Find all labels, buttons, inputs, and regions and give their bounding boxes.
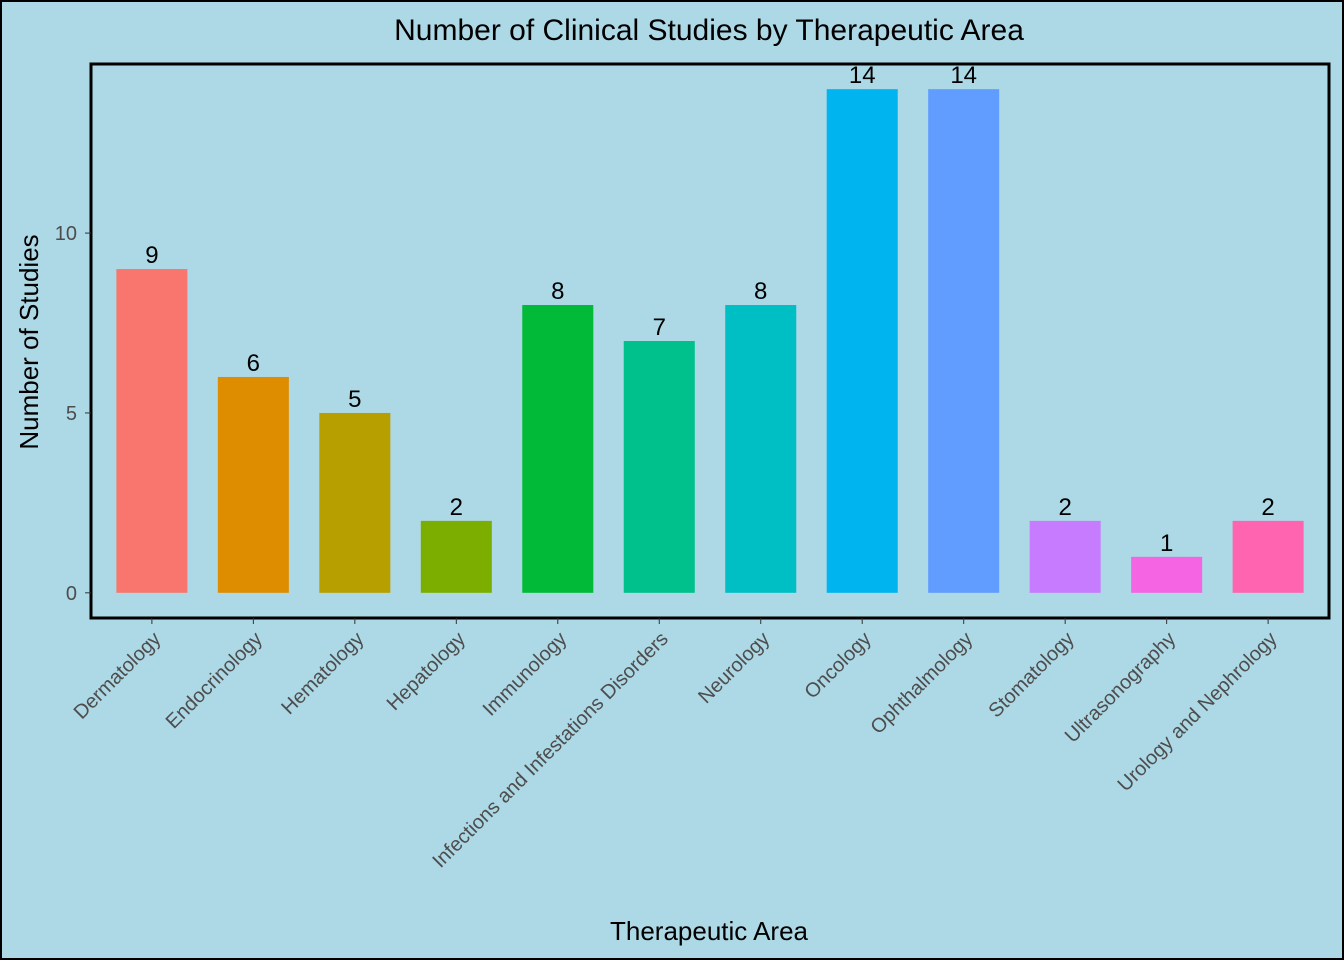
bar bbox=[623, 341, 695, 593]
bars bbox=[116, 89, 1304, 593]
x-tick-label: Hematology bbox=[277, 628, 368, 719]
y-tick-label: 10 bbox=[55, 223, 77, 245]
x-tick-label: Ophthalmology bbox=[867, 628, 978, 739]
y-tick-label: 5 bbox=[66, 403, 77, 425]
x-tick-label: Stomatology bbox=[985, 628, 1079, 722]
bar bbox=[1131, 556, 1203, 593]
bar bbox=[116, 269, 188, 593]
y-axis-title: Number of Studies bbox=[14, 234, 44, 449]
data-label: 5 bbox=[348, 386, 361, 413]
x-tick-label: Immunology bbox=[479, 628, 572, 721]
bar bbox=[725, 305, 797, 593]
data-label: 2 bbox=[1261, 494, 1274, 521]
x-tick-label: Endocrinology bbox=[162, 628, 267, 733]
plot-frame bbox=[89, 62, 1331, 620]
x-tick-label: Hepatology bbox=[383, 628, 470, 715]
data-label: 2 bbox=[450, 494, 463, 521]
x-tick-label: Infections and Infestations Disorders bbox=[428, 628, 672, 872]
data-label: 8 bbox=[551, 278, 564, 305]
bar bbox=[319, 412, 391, 593]
data-label: 9 bbox=[145, 242, 158, 269]
data-label: 2 bbox=[1058, 494, 1071, 521]
x-tick-label: Ultrasonography bbox=[1061, 628, 1180, 747]
x-tick-label: Dermatology bbox=[70, 628, 166, 724]
y-tick-label: 0 bbox=[66, 583, 77, 605]
data-label: 6 bbox=[247, 350, 260, 377]
data-label: 14 bbox=[950, 62, 977, 89]
x-tick-label: Oncology bbox=[800, 628, 875, 703]
bar bbox=[217, 376, 289, 593]
bar bbox=[522, 305, 594, 593]
bar bbox=[1232, 520, 1304, 593]
x-tick-label: Neurology bbox=[694, 628, 774, 708]
bar bbox=[420, 520, 492, 593]
data-labels: 9 6 5 2 8 7 8 14 14 2 1 2 bbox=[145, 62, 1275, 557]
data-label: 8 bbox=[754, 278, 767, 305]
data-label: 14 bbox=[849, 62, 876, 89]
data-label: 7 bbox=[653, 314, 666, 341]
y-axis: 0 5 10 bbox=[55, 223, 91, 605]
chart-title: Number of Clinical Studies by Therapeuti… bbox=[394, 14, 1024, 47]
x-axis-title: Therapeutic Area bbox=[610, 916, 809, 946]
bar bbox=[928, 89, 1000, 593]
data-label: 1 bbox=[1160, 530, 1173, 557]
bar bbox=[1029, 520, 1101, 593]
bar bbox=[826, 89, 898, 593]
